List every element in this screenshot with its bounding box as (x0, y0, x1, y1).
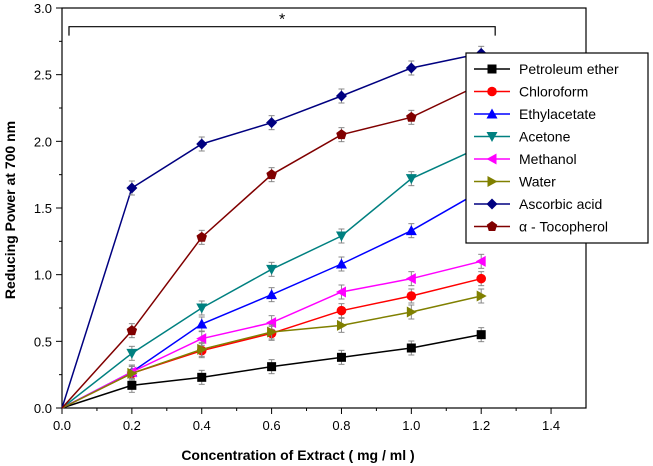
data-point (196, 333, 207, 345)
legend-label: Methanol (519, 151, 577, 167)
x-tick-label: 1.0 (402, 418, 420, 433)
x-tick-label: 0.4 (193, 418, 211, 433)
data-point (126, 348, 138, 359)
data-point (476, 330, 486, 340)
legend-item: Petroleum ether (474, 61, 619, 77)
legend-item: Ascorbic acid (474, 196, 602, 212)
data-point (266, 264, 278, 275)
y-tick-label: 0.5 (34, 334, 52, 349)
legend-marker (486, 132, 498, 142)
y-axis-title: Reducing Power at 700 nm (2, 121, 18, 299)
series-6 (61, 45, 487, 409)
legend-marker (486, 198, 498, 210)
y-tick-label: 2.5 (34, 68, 52, 83)
legend-label: Petroleum ether (519, 61, 619, 77)
series-line (61, 52, 482, 409)
y-tick-label: 3.0 (34, 1, 52, 16)
data-point (335, 231, 347, 242)
significance-marker: * (279, 12, 285, 29)
data-point (127, 367, 138, 379)
plot-area: 0.0 0.2 0.4 0.6 0.8 1.0 1.2 1.4 0.0 0.5 1.0 1.5 2.0 2… (34, 1, 587, 433)
data-point (335, 286, 346, 298)
legend-label: Ethylacetate (519, 106, 596, 122)
data-point (266, 289, 278, 300)
series-0 (61, 327, 486, 409)
legend: Petroleum ether Chloroform Ethylacetate Ace… (465, 52, 649, 244)
legend-marker (486, 221, 498, 231)
legend-marker (486, 108, 498, 119)
x-tick-label: 1.4 (542, 418, 560, 433)
x-tick-label: 0.0 (53, 418, 71, 433)
data-point (267, 326, 278, 338)
legend-item: Water (474, 174, 556, 190)
legend-item: α - Tocopherol (474, 219, 608, 235)
data-point (405, 174, 417, 185)
series-line (61, 295, 482, 409)
data-point (405, 62, 417, 74)
legend-label: Ascorbic acid (519, 196, 602, 212)
legend-item: Acetone (474, 129, 571, 145)
data-point (196, 303, 208, 314)
data-point (476, 273, 487, 284)
data-point (196, 318, 208, 329)
x-axis-title: Concentration of Extract ( mg / ml ) (181, 447, 414, 463)
legend-item: Methanol (474, 151, 577, 167)
data-point (126, 182, 138, 194)
y-tick-label: 2.0 (34, 134, 52, 149)
legend-marker (487, 86, 497, 97)
data-point (476, 290, 487, 302)
series-5 (61, 288, 487, 409)
legend-label: Water (519, 174, 556, 190)
data-point (196, 231, 207, 242)
data-point (336, 129, 347, 140)
data-point (267, 362, 277, 372)
legend-marker (486, 153, 497, 165)
legend-marker (487, 176, 498, 187)
data-point (406, 111, 417, 122)
legend-marker (487, 64, 497, 74)
x-tick-label: 0.2 (123, 418, 141, 433)
data-point (335, 258, 347, 269)
data-point (266, 169, 277, 180)
data-point (336, 305, 347, 316)
data-point (197, 343, 208, 355)
x-tick-label: 0.8 (332, 418, 350, 433)
legend-label: Acetone (519, 129, 571, 145)
x-tick-label: 0.6 (263, 418, 281, 433)
data-point (405, 225, 417, 236)
legend-item: Ethylacetate (474, 106, 596, 122)
data-point (405, 273, 416, 285)
data-point (406, 291, 417, 301)
data-point (475, 255, 486, 267)
x-tick-label: 1.2 (472, 418, 490, 433)
legend-box (465, 52, 649, 244)
data-point (406, 343, 416, 353)
y-tick-label: 1.0 (34, 268, 52, 283)
y-tick-label: 1.5 (34, 201, 52, 216)
legend-item: Chloroform (474, 84, 588, 100)
legend-label: α - Tocopherol (519, 219, 608, 235)
data-point (336, 319, 347, 331)
data-point (335, 90, 347, 102)
data-point (266, 117, 278, 129)
data-point (126, 325, 138, 336)
y-tick-label: 0.0 (34, 401, 52, 416)
data-point (196, 138, 208, 150)
legend-label: Chloroform (519, 84, 588, 100)
series-3 (61, 139, 487, 409)
data-point (197, 372, 207, 382)
series-7 (61, 76, 487, 409)
significance-bracket (68, 26, 496, 36)
data-point (406, 306, 417, 318)
data-point (127, 380, 137, 390)
data-point (336, 352, 346, 362)
